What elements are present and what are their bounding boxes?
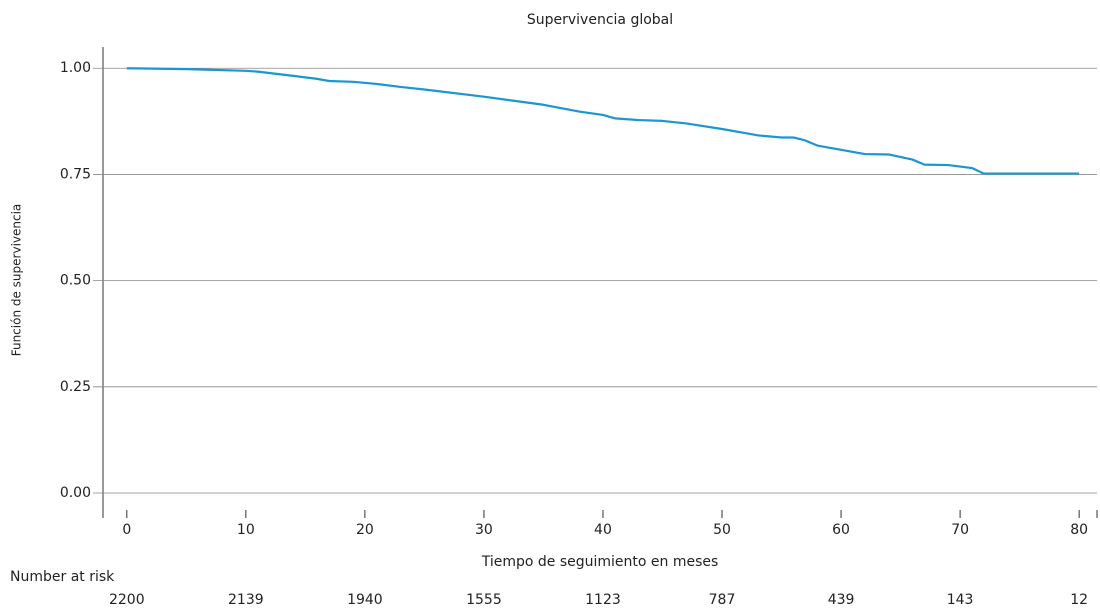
x-tick-label: 40 <box>594 522 612 538</box>
risk-count: 1555 <box>466 592 502 608</box>
y-tick-label: 0.50 <box>60 273 91 289</box>
x-tick-label: 30 <box>475 522 493 538</box>
y-tick-label: 0.00 <box>60 485 91 501</box>
risk-table-label: Number at risk <box>10 569 115 585</box>
risk-count: 787 <box>709 592 736 608</box>
y-tick-label: 0.25 <box>60 379 91 395</box>
risk-count: 2200 <box>109 592 145 608</box>
risk-count: 143 <box>947 592 974 608</box>
y-axis-label: Función de supervivencia <box>10 204 24 357</box>
y-tick-label: 1.00 <box>60 60 91 76</box>
x-tick-label: 50 <box>713 522 731 538</box>
x-tick-label: 60 <box>832 522 850 538</box>
survival-curve <box>126 67 1080 175</box>
risk-count: 1123 <box>585 592 621 608</box>
x-tick-label: 20 <box>356 522 374 538</box>
chart-title: Supervivencia global <box>527 12 673 28</box>
risk-count: 12 <box>1070 592 1088 608</box>
risk-count: 1940 <box>347 592 383 608</box>
x-tick-label: 0 <box>122 522 131 538</box>
risk-count: 2139 <box>228 592 264 608</box>
risk-count: 439 <box>828 592 855 608</box>
x-tick-label: 70 <box>951 522 969 538</box>
x-tick-label: 10 <box>237 522 255 538</box>
x-tick-label: 80 <box>1070 522 1088 538</box>
x-axis-label: Tiempo de seguimiento en meses <box>481 554 719 570</box>
y-tick-label: 0.75 <box>60 166 91 182</box>
